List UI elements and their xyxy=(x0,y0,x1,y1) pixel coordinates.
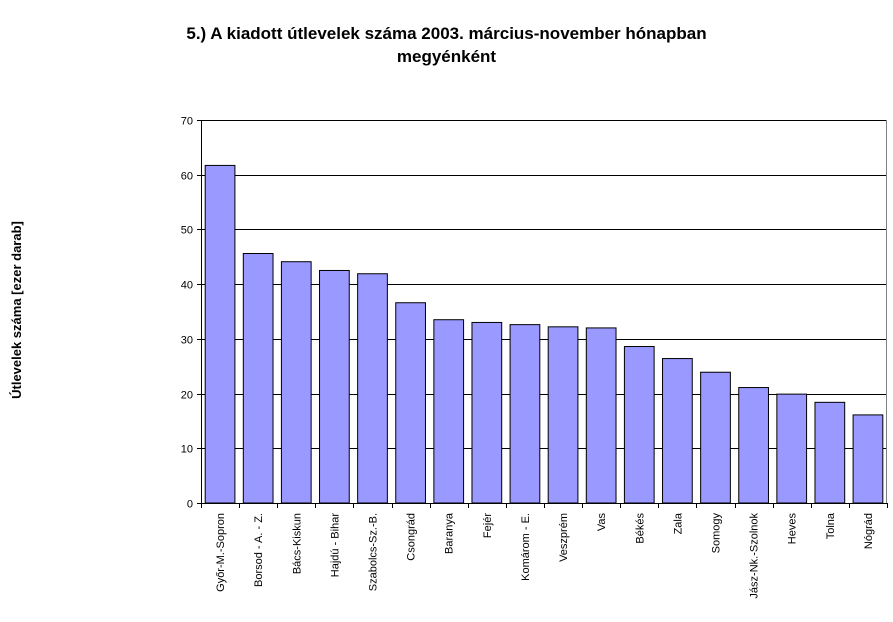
bar xyxy=(662,358,693,504)
bar xyxy=(204,164,236,504)
bar xyxy=(852,414,884,504)
x-tick-label: Veszprém xyxy=(558,513,570,562)
x-tick-label: Baranya xyxy=(444,512,456,554)
bar xyxy=(357,273,388,504)
x-tick-label: Hajdú - Bihar xyxy=(329,513,341,578)
bar xyxy=(776,393,808,504)
x-tick-label: Heves xyxy=(787,513,799,545)
x-tick-label: Nógrád xyxy=(863,513,875,549)
chart-title-line1: 5.) A kiadott útlevelek száma 2003. márc… xyxy=(186,24,707,43)
x-tick-label: Bács-Kiskun xyxy=(291,513,303,574)
x-tick-label: Fejér xyxy=(482,513,494,538)
x-tick-label: Jász-Nk.-Szolnok xyxy=(749,513,761,599)
bar xyxy=(547,326,579,504)
x-tick-label: Vas xyxy=(596,513,608,532)
bar xyxy=(395,302,426,504)
x-tick-label: Komárom - E. xyxy=(520,513,532,581)
x-tick-label: Zala xyxy=(672,512,684,534)
chart-title-line2: megyénként xyxy=(396,47,497,66)
x-tick-label: Győr-M.-Sopron xyxy=(215,513,227,592)
bar xyxy=(319,269,350,504)
bar xyxy=(738,387,769,504)
y-tick-label: 0 xyxy=(187,499,193,511)
y-tick-label: 20 xyxy=(181,390,193,402)
bar xyxy=(814,401,846,504)
bar xyxy=(585,327,617,504)
bar xyxy=(623,346,655,504)
bar xyxy=(280,261,312,504)
y-tick-label: 50 xyxy=(181,225,193,237)
y-tick-label: 70 xyxy=(181,116,193,128)
x-tick-label: Szabolcs-Sz.-B. xyxy=(368,513,380,591)
chart-title: 5.) A kiadott útlevelek száma 2003. márc… xyxy=(0,22,893,68)
x-tick-label: Borsod - A. - Z. xyxy=(253,513,265,587)
bar xyxy=(700,371,731,504)
x-tick-label: Somogy xyxy=(711,513,723,554)
bar xyxy=(509,324,541,504)
x-tick-label: Csongrád xyxy=(406,513,418,561)
bar xyxy=(242,253,274,504)
y-tick-label: 10 xyxy=(181,444,193,456)
bar xyxy=(433,319,465,504)
y-tick-label: 40 xyxy=(181,280,193,292)
y-tick-label: 60 xyxy=(181,171,193,183)
y-tick-label: 30 xyxy=(181,335,193,347)
bar xyxy=(471,321,503,504)
x-tick-label: Tolna xyxy=(825,512,837,539)
x-tick-label: Békés xyxy=(634,513,646,544)
